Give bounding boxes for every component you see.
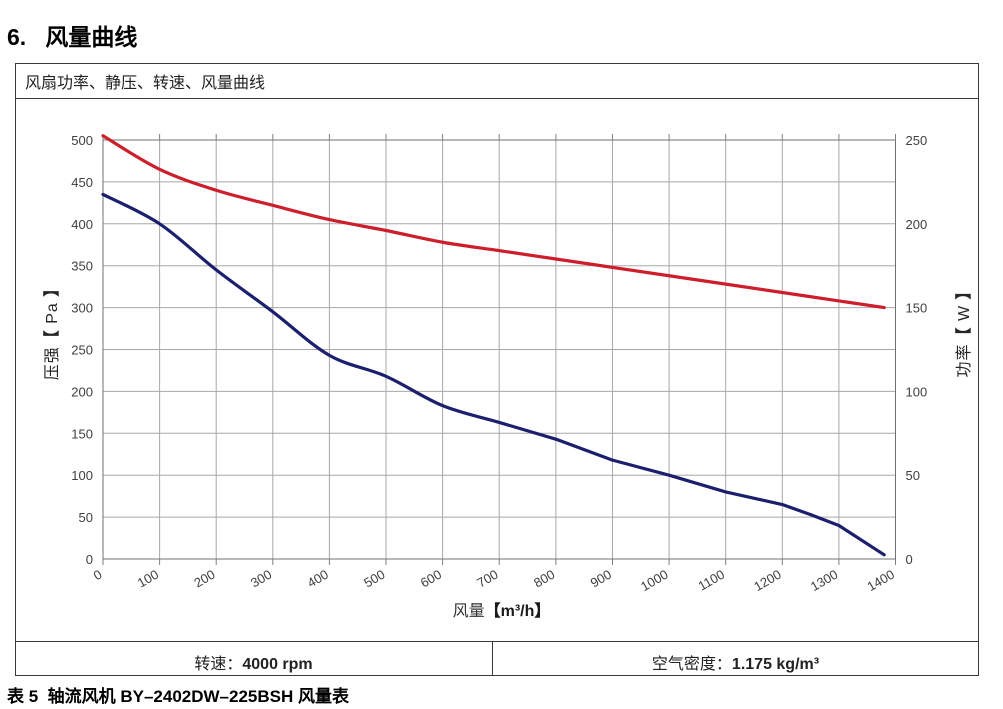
svg-text:400: 400 [71,217,93,232]
svg-text:450: 450 [71,175,93,190]
svg-text:800: 800 [531,567,557,591]
svg-text:350: 350 [71,259,93,274]
svg-text:0: 0 [86,552,93,567]
svg-text:100: 100 [71,468,93,483]
svg-text:250: 250 [71,343,93,358]
svg-text:500: 500 [361,567,387,591]
svg-text:100: 100 [906,384,928,399]
svg-text:150: 150 [906,301,928,316]
svg-text:1000: 1000 [638,567,671,594]
svg-text:300: 300 [71,301,93,316]
svg-text:0: 0 [91,567,105,584]
svg-text:200: 200 [71,384,93,399]
svg-text:50: 50 [906,468,920,483]
svg-text:100: 100 [135,567,161,591]
svg-text:600: 600 [418,567,444,591]
svg-text:200: 200 [191,567,217,591]
svg-text:400: 400 [305,567,331,591]
svg-text:500: 500 [71,133,93,148]
svg-text:700: 700 [474,567,500,591]
svg-text:1100: 1100 [695,567,727,594]
svg-text:250: 250 [906,133,928,148]
svg-text:1400: 1400 [864,567,897,594]
svg-text:900: 900 [588,567,614,591]
svg-text:1300: 1300 [808,567,841,594]
svg-text:150: 150 [71,426,93,441]
svg-text:1200: 1200 [751,567,784,594]
svg-text:0: 0 [906,552,913,567]
svg-text:300: 300 [248,567,274,591]
svg-text:50: 50 [79,510,93,525]
svg-text:200: 200 [906,217,928,232]
